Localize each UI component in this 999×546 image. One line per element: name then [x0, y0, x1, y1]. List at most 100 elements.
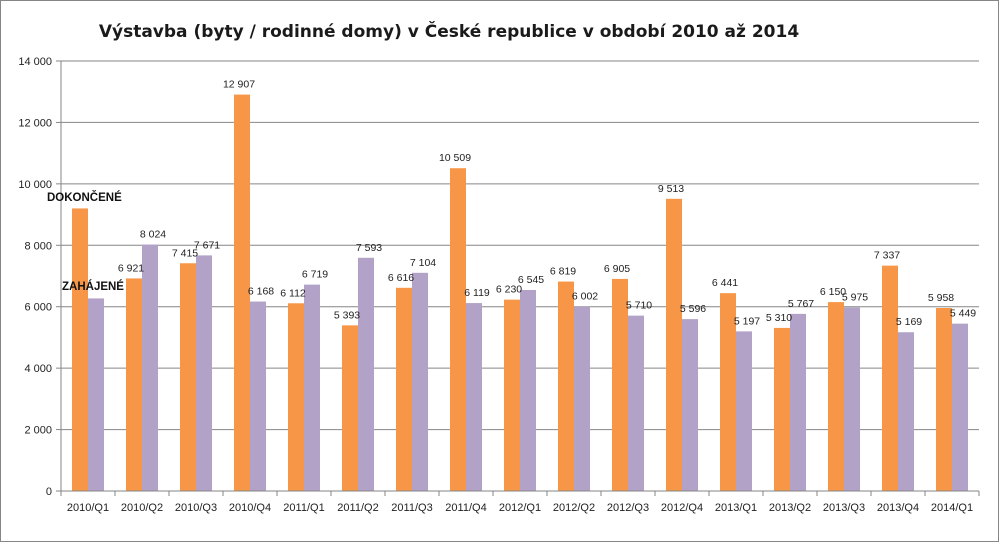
y-tick-label: 10 000 [18, 179, 52, 191]
bar-zahajene [412, 272, 428, 491]
y-axis: 0 2 000 4 000 6 000 8 000 10 000 12 000 14 000 [18, 56, 62, 498]
bar-zahajene [682, 319, 698, 491]
data-label: 8 024 [140, 229, 166, 241]
x-tick-label: 2011/Q2 [337, 502, 378, 514]
data-label: 6 616 [388, 272, 414, 284]
data-label: 5 197 [734, 315, 760, 327]
bar-zahajene [628, 315, 644, 491]
bar-dokoncene [342, 325, 358, 491]
data-label: 5 767 [788, 298, 814, 310]
bar-zahajene [466, 303, 482, 491]
bar-zahajene [574, 306, 590, 491]
bar-dokoncene [126, 278, 142, 491]
data-label: 6 119 [464, 287, 490, 299]
x-tick-label: 2012/Q1 [499, 502, 541, 514]
data-label: 6 819 [550, 266, 576, 278]
bar-zahajene [304, 284, 320, 491]
data-label: 6 230 [496, 284, 522, 296]
x-tick-label: 2014/Q1 [931, 502, 973, 514]
data-label: 5 449 [950, 308, 976, 320]
x-tick-label: 2011/Q1 [283, 502, 324, 514]
x-tick-label: 2012/Q4 [661, 502, 703, 514]
data-label: 5 958 [928, 292, 954, 304]
y-tick-label: 2 000 [24, 425, 52, 437]
data-label: 5 975 [842, 291, 868, 303]
bar-dokoncene [612, 278, 628, 491]
bar-dokoncene [288, 303, 304, 491]
bar-dokoncene [234, 94, 250, 492]
bar-dokoncene [828, 302, 844, 491]
data-label: 7 104 [410, 257, 436, 269]
bar-dokoncene [504, 299, 520, 491]
x-tick-label: 2010/Q2 [121, 502, 163, 514]
data-label: 6 719 [302, 269, 328, 281]
data-label: 6 168 [248, 286, 274, 298]
bar-dokoncene [936, 308, 952, 491]
bars [72, 94, 968, 492]
bar-dokoncene [720, 293, 736, 491]
data-label: 6 441 [712, 277, 738, 289]
bar-zahajene [142, 244, 158, 491]
bar-zahajene [844, 307, 860, 491]
data-label: 5 710 [626, 300, 652, 312]
bar-zahajene [250, 301, 266, 491]
bar-zahajene [196, 255, 212, 491]
bar-zahajene [520, 289, 536, 491]
bar-zahajene [790, 313, 806, 491]
bar-dokoncene [180, 263, 196, 491]
x-tick-label: 2013/Q2 [769, 502, 811, 514]
series-label-dokoncene: DOKONČENÉ [47, 191, 122, 204]
data-label: 6 002 [572, 291, 598, 303]
chart-title: Výstavba (byty / rodinné domy) v České r… [99, 20, 799, 42]
bar-dokoncene [558, 281, 574, 491]
data-label: 5 169 [896, 316, 922, 328]
x-axis: 2010/Q1 2010/Q2 2010/Q3 2010/Q4 2011/Q1 2011/… [60, 490, 980, 514]
x-tick-label: 2013/Q1 [715, 502, 757, 514]
y-tick-label: 14 000 [18, 56, 52, 68]
x-tick-label: 2010/Q4 [229, 502, 271, 514]
data-label: 5 596 [680, 303, 706, 315]
data-label: 7 415 [172, 247, 198, 259]
data-label: 9 513 [658, 183, 684, 195]
bar-dokoncene [72, 208, 88, 491]
x-tick-label: 2013/Q3 [823, 502, 865, 514]
data-label: 7 671 [194, 239, 220, 251]
bar-dokoncene [666, 198, 682, 491]
bar-dokoncene [396, 287, 412, 491]
x-tick-label: 2013/Q4 [877, 502, 919, 514]
bar-dokoncene [450, 168, 466, 491]
x-tick-label: 2012/Q2 [553, 502, 595, 514]
data-label: 6 150 [820, 286, 846, 298]
data-label: 6 905 [604, 263, 630, 275]
data-label: 10 509 [439, 152, 471, 164]
y-tick-label: 0 [46, 486, 52, 498]
y-tick-label: 12 000 [18, 117, 52, 129]
x-tick-label: 2011/Q3 [391, 502, 432, 514]
data-label: 7 593 [356, 242, 382, 254]
bar-zahajene [736, 331, 752, 491]
data-label: 5 393 [334, 309, 360, 321]
data-label: 6 112 [280, 287, 306, 299]
x-tick-label: 2010/Q3 [175, 502, 217, 514]
bar-zahajene [898, 332, 914, 491]
x-tick-label: 2011/Q4 [445, 502, 486, 514]
x-tick-label: 2012/Q3 [607, 502, 649, 514]
bar-dokoncene [882, 265, 898, 491]
y-tick-label: 4 000 [24, 363, 52, 375]
data-label: 5 310 [766, 312, 792, 324]
data-label: 6 545 [518, 274, 544, 286]
data-label: 12 907 [223, 79, 255, 91]
y-tick-label: 6 000 [24, 302, 52, 314]
y-tick-label: 8 000 [24, 240, 52, 252]
data-label: 7 337 [874, 250, 900, 262]
bar-zahajene [88, 298, 104, 491]
bar-dokoncene [774, 327, 790, 491]
x-tick-label: 2010/Q1 [67, 502, 109, 514]
series-label-zahajene: ZAHÁJENÉ [62, 280, 124, 293]
bar-zahajene [358, 257, 374, 491]
bar-zahajene [952, 323, 968, 491]
data-label: 6 921 [118, 262, 144, 274]
